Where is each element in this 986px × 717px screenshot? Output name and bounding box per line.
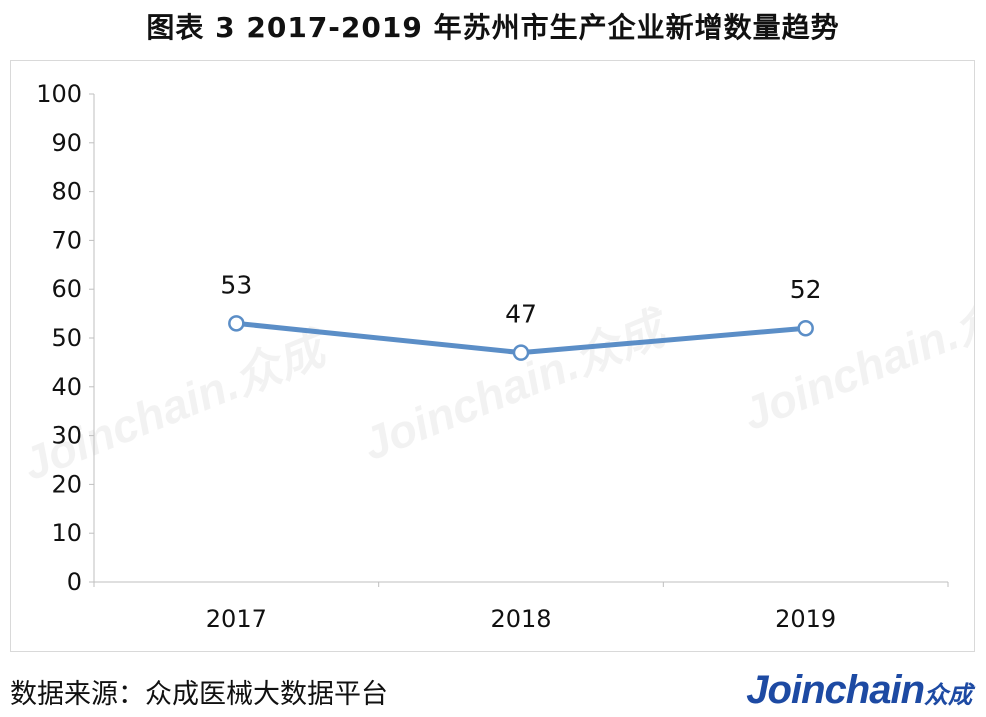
y-tick-label: 50 (51, 324, 82, 352)
data-point (797, 319, 814, 337)
watermark-text: Joinchain.众成 (735, 270, 974, 441)
y-tick-label: 60 (51, 275, 82, 303)
y-tick-label: 0 (67, 568, 82, 596)
x-tick-label: 2018 (490, 605, 551, 633)
y-tick-label: 10 (51, 519, 82, 547)
y-tick-label: 40 (51, 373, 82, 401)
x-tick-label: 2017 (206, 605, 267, 633)
y-tick-label: 80 (51, 178, 82, 206)
y-tick-label: 30 (51, 422, 82, 450)
data-label: 53 (220, 270, 252, 299)
logo-wordmark: Joinchain (746, 668, 925, 712)
y-tick-label: 20 (51, 470, 82, 498)
chart-frame: Joinchain.众成 Joinchain.众成 Joinchain.众成 0 10 2… (10, 60, 975, 652)
y-tick-label: 70 (51, 226, 82, 254)
chart-title: 图表 3 2017-2019 年苏州市生产企业新增数量趋势 (146, 11, 840, 44)
data-point (228, 315, 245, 332)
data-point (512, 344, 530, 361)
logo-cn-mark: 众成 (924, 681, 972, 709)
x-tick-label: 2019 (775, 605, 836, 633)
y-tick-label: 90 (51, 129, 82, 157)
data-label: 52 (790, 275, 822, 304)
joinchain-logo: Joinchain众成 (746, 668, 972, 713)
line-chart: Joinchain.众成 Joinchain.众成 Joinchain.众成0102… (15, 80, 974, 633)
data-source-note: 数据来源：众成医械大数据平台 (10, 679, 388, 710)
y-tick-label: 100 (36, 80, 82, 108)
data-label: 47 (505, 300, 537, 329)
